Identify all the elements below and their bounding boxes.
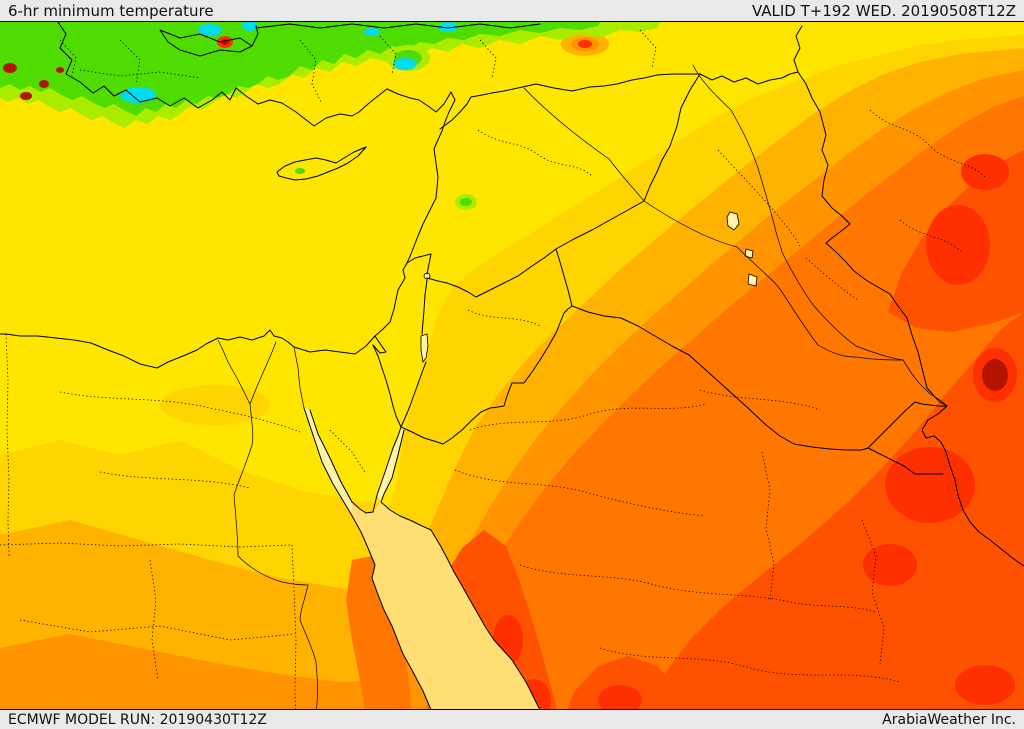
admin-boundary — [899, 219, 963, 253]
coastlines — [0, 21, 1024, 729]
admin-boundary — [5, 333, 10, 557]
jordan-syria-border — [426, 248, 573, 307]
aegean-island-spots — [3, 36, 233, 100]
band-red-orange-southeast — [640, 312, 1024, 729]
cool-band-north — [0, 21, 660, 210]
green-spot-cyprus — [295, 168, 305, 174]
lebanon-israel-border — [406, 253, 432, 275]
warm-spot-central-turkey — [561, 32, 609, 56]
admin-boundary — [59, 391, 301, 433]
admin-boundary — [291, 544, 297, 729]
jordan-saudi-border — [400, 305, 573, 445]
island-spot — [39, 80, 49, 88]
persian-gulf-coastline — [921, 405, 1024, 567]
hot-spot — [961, 154, 1009, 190]
admin-boundary — [699, 389, 821, 411]
tigris-river — [692, 64, 904, 361]
cyan-cold-spots — [120, 21, 458, 103]
euphrates-river — [523, 87, 904, 361]
turkey-syria-iraq-border — [439, 25, 803, 130]
mediterranean-coastline — [0, 21, 456, 369]
lake-habbaniyah — [744, 248, 754, 259]
hot-spot-basra-core — [982, 359, 1008, 391]
cold-spot — [393, 58, 417, 70]
warm-spot-core — [578, 40, 592, 48]
admin-boundary — [299, 39, 323, 105]
footer-bar: ECMWF MODEL RUN: 20190430T12Z ArabiaWeat… — [0, 709, 1024, 729]
hot-spot — [926, 205, 990, 285]
cold-spot — [438, 22, 458, 32]
admin-boundary — [79, 69, 201, 79]
rivers — [217, 64, 904, 729]
green-spot-lebanon — [460, 198, 472, 206]
red-sea-east-coast — [380, 429, 549, 729]
nile-river — [217, 339, 318, 729]
gulf-of-suez-water — [304, 408, 356, 514]
admin-boundary — [0, 542, 291, 548]
country-borders — [372, 25, 948, 475]
iraq-iran-border — [797, 71, 948, 407]
black-sea-coastline — [255, 23, 541, 29]
brand-label: ArabiaWeather Inc. — [882, 711, 1016, 728]
admin-boundary — [761, 451, 775, 601]
cold-spot — [198, 24, 222, 36]
admin-boundary — [805, 257, 859, 301]
shatt-al-arab — [902, 359, 948, 407]
red-sea-water — [351, 502, 548, 729]
admin-boundary — [519, 564, 876, 613]
valid-time-label: VALID T+192 WED. 20190508T12Z — [751, 1, 1016, 20]
admin-boundary — [379, 35, 397, 75]
sinai-coastline — [309, 409, 402, 514]
band-deep-red-sea-west-strip — [346, 556, 412, 729]
admin-boundary — [149, 559, 159, 681]
sea-of-marmara-coastline — [159, 25, 259, 57]
water-bodies — [304, 211, 758, 729]
dead-sea — [420, 333, 429, 363]
syria-iraq-border — [555, 73, 701, 250]
israel-jordan-border — [400, 279, 428, 428]
iraq-saudi-kuwait-border — [571, 305, 948, 475]
israel-egypt-border — [372, 335, 402, 428]
admin-boundary — [639, 29, 657, 69]
cyprus-coastline — [276, 146, 367, 181]
cold-spot — [242, 21, 258, 31]
admin-boundary — [19, 619, 296, 641]
lake-tharthar — [726, 211, 740, 231]
admin-boundaries-dotted — [0, 29, 987, 729]
cold-spot — [120, 87, 156, 103]
admin-boundary — [99, 471, 251, 489]
model-run-label: ECMWF MODEL RUN: 20190430T12Z — [8, 711, 267, 728]
admin-boundary — [329, 429, 367, 475]
admin-boundary — [469, 403, 707, 431]
header-bar: 6-hr minimum temperature VALID T+192 WED… — [0, 0, 1024, 22]
suez-canal — [293, 346, 305, 409]
admin-boundary — [59, 39, 77, 77]
hot-spot — [863, 544, 917, 586]
gulf-of-aqaba-water — [377, 427, 404, 502]
lake-razzaza — [747, 273, 758, 287]
admin-boundary — [717, 149, 801, 247]
band-gold-pocket-egypt — [160, 385, 270, 425]
hot-spot — [955, 665, 1015, 705]
hot-spot — [598, 685, 642, 715]
island-spot — [3, 63, 17, 73]
cold-spot — [364, 28, 380, 36]
admin-boundary — [477, 129, 593, 177]
map-title: 6-hr minimum temperature — [8, 1, 214, 20]
admin-boundary — [454, 469, 706, 517]
island-spot — [20, 92, 32, 100]
island-spot — [56, 67, 64, 73]
hot-spot — [885, 447, 975, 523]
admin-boundary — [479, 39, 497, 79]
gulf-of-suez-red-sea-west-coast — [303, 407, 439, 729]
